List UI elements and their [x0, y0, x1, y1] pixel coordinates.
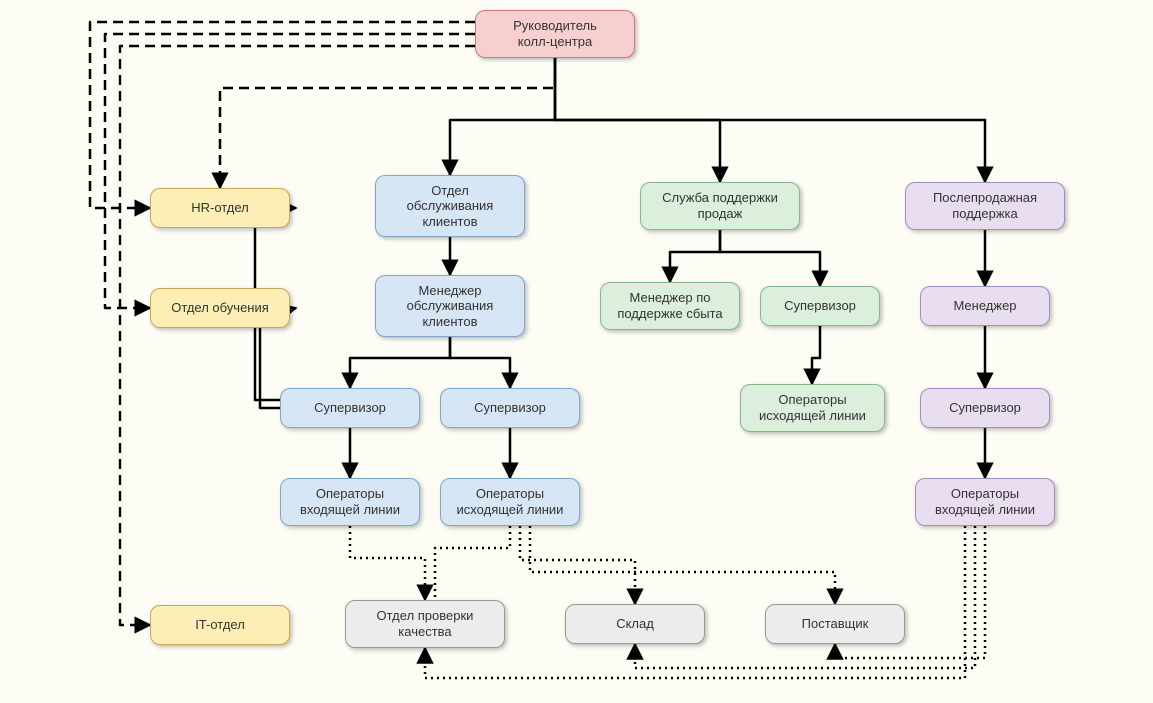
edge-cs_mgr-to-cs_sup2	[450, 337, 510, 388]
node-cs_mgr: Менеджер обслуживания клиентов	[375, 275, 525, 337]
edge-cs_mgr-to-cs_sup1	[350, 337, 450, 388]
node-after_op: Операторы входящей линии	[915, 478, 1055, 526]
edge-after_op-to-warehouse	[635, 526, 975, 668]
edge-cs_op_out-to-supplier	[530, 526, 835, 604]
node-after_mgr: Менеджер	[920, 286, 1050, 326]
node-cs_op_out: Операторы исходящей линии	[440, 478, 580, 526]
node-warehouse: Склад	[565, 604, 705, 644]
node-sales_mgr: Менеджер по поддержке сбыта	[600, 282, 740, 330]
node-it: IT-отдел	[150, 605, 290, 645]
edge-head-to-sales_dept	[555, 58, 720, 182]
node-sales_op: Операторы исходящей линии	[740, 384, 885, 432]
node-head: Руководитель колл-центра	[475, 10, 635, 58]
node-qa: Отдел проверки качества	[345, 600, 505, 648]
edge-sales_dept-to-sales_mgr	[670, 230, 720, 282]
node-cs_sup1: Супервизор	[280, 388, 420, 428]
node-cs_sup2: Супервизор	[440, 388, 580, 428]
node-cs_dept: Отдел обслуживания клиентов	[375, 175, 525, 237]
node-cs_op_in: Операторы входящей линии	[280, 478, 420, 526]
node-hr: HR-отдел	[150, 188, 290, 228]
edge-head-to-cs_dept	[450, 58, 555, 175]
edge-head-to-training	[105, 34, 475, 308]
edge-head-to-hr_top	[220, 58, 555, 188]
node-supplier: Поставщик	[765, 604, 905, 644]
edge-cs_op_out-to-qa	[435, 526, 510, 600]
edge-sales_sup-to-sales_op	[812, 326, 820, 384]
node-sales_dept: Служба поддержки продаж	[640, 182, 800, 230]
node-after_sup: Супервизор	[920, 388, 1050, 428]
edge-sales_dept-to-sales_sup	[720, 230, 820, 286]
node-sales_sup: Супервизор	[760, 286, 880, 326]
edge-cs_op_in-to-qa	[350, 526, 425, 600]
org-chart-canvas: { "diagram": { "type": "flowchart", "can…	[0, 0, 1153, 703]
edge-head-to-after_dept	[555, 58, 985, 182]
edge-after_op-to-qa	[425, 526, 965, 678]
edges-layer	[0, 0, 1153, 703]
node-training: Отдел обучения	[150, 288, 290, 328]
node-after_dept: Послепродажная поддержка	[905, 182, 1065, 230]
edge-cs_op_out-to-warehouse	[520, 526, 635, 604]
